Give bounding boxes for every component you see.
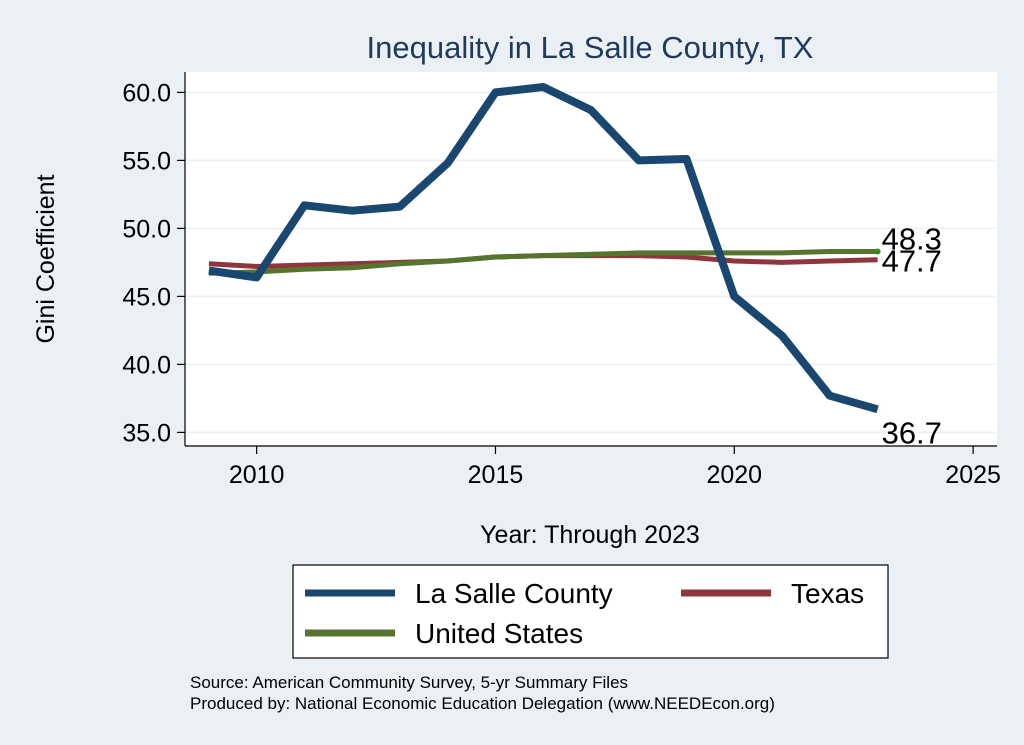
end-label-united-states: 48.3 (882, 222, 942, 257)
x-tick-label: 2010 (229, 461, 285, 489)
end-marker-united-states (874, 248, 881, 255)
producer-note: Produced by: National Economic Education… (190, 694, 775, 713)
legend-label-texas: Texas (791, 578, 864, 609)
series-line-la-salle-county (208, 83, 879, 414)
y-tick-label: 50.0 (122, 215, 171, 243)
end-label-texas: 47.7 (882, 244, 942, 279)
legend-label-la-salle: La Salle County (415, 578, 613, 609)
series (208, 83, 881, 414)
legend: La Salle County Texas United States (292, 564, 889, 659)
x-tick-label: 2025 (945, 461, 1001, 489)
y-tick-label: 60.0 (122, 79, 171, 107)
series-line-united-states (208, 249, 878, 276)
legend-label-united-states: United States (415, 618, 583, 649)
x-axis-label: Year: Through 2023 (480, 521, 700, 549)
x-tick-label: 2015 (468, 461, 524, 489)
x-tick-label: 2020 (706, 461, 762, 489)
grid (185, 91, 997, 434)
source-note: Source: American Community Survey, 5-yr … (190, 673, 628, 692)
legend-box (292, 564, 889, 659)
y-tick-label: 55.0 (122, 147, 171, 175)
y-tick-label: 35.0 (122, 419, 171, 447)
chart-title: Inequality in La Salle County, TX (367, 30, 814, 65)
y-tick-label: 45.0 (122, 283, 171, 311)
y-axis-label: Gini Coefficient (32, 174, 60, 343)
axes: 35.0 40.0 45.0 50.0 55.0 60.0 2010 2015 2020 2025 (122, 72, 1001, 489)
end-label-la-salle-county: 36.7 (882, 415, 942, 450)
y-tick-label: 40.0 (122, 351, 171, 379)
end-labels: 36.7 47.748.3 (882, 222, 942, 451)
